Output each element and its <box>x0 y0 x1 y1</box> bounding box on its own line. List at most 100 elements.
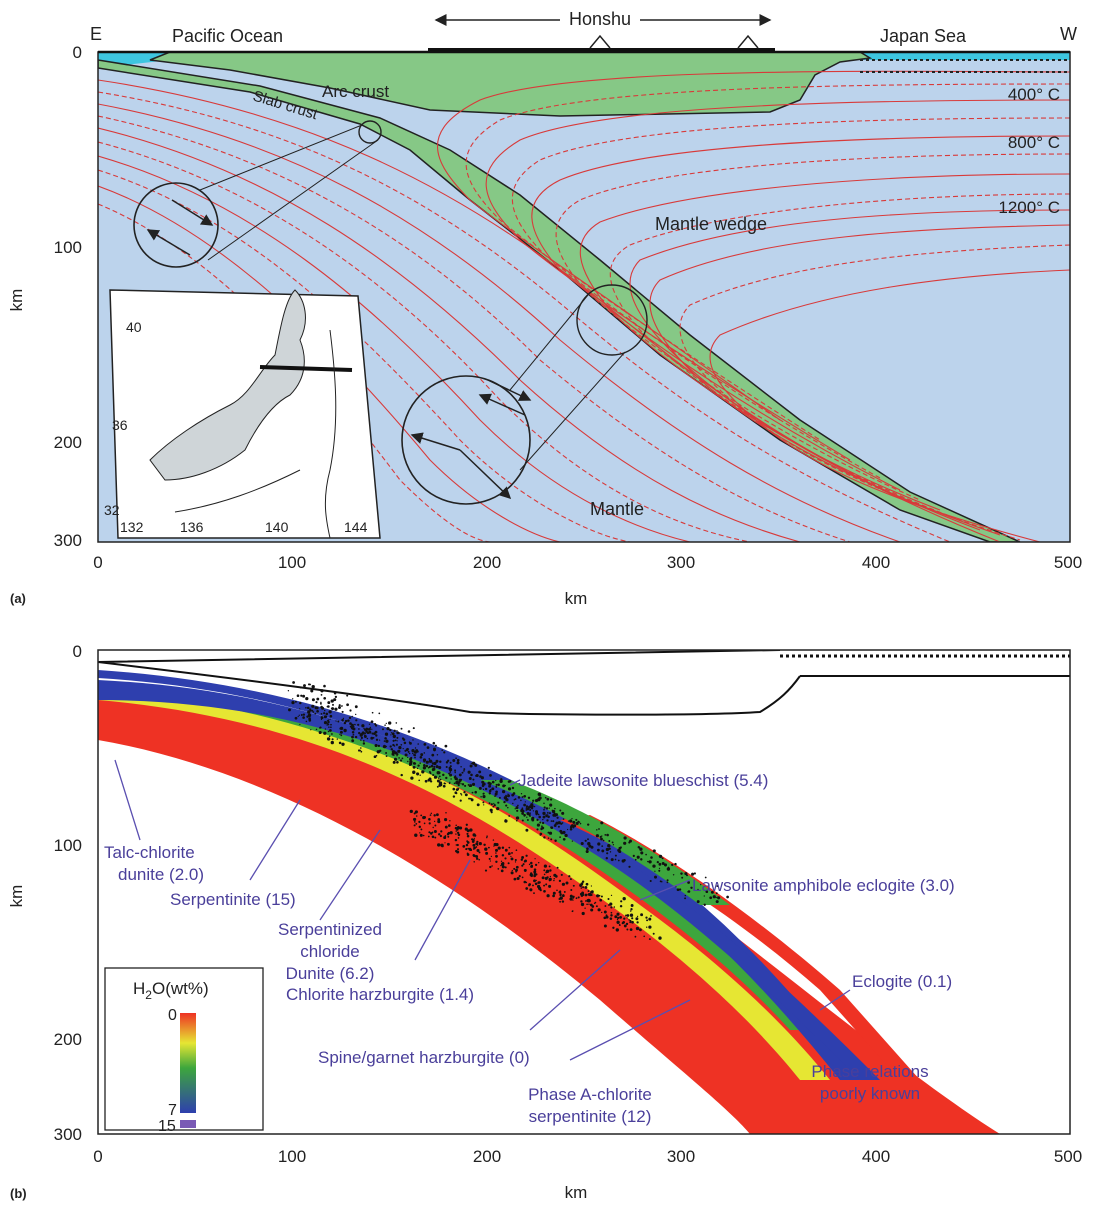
y-axis-label: km <box>7 289 26 312</box>
scatter-point <box>684 894 687 897</box>
scatter-point <box>362 742 366 745</box>
scatter-point <box>331 738 334 741</box>
scatter-point <box>385 752 388 754</box>
talc-label: Talc-chlorite dunite (2.0) <box>104 843 204 884</box>
scatter-point <box>680 872 683 875</box>
scatter-point <box>548 884 552 888</box>
scatter-point <box>430 760 433 763</box>
scatter-point <box>587 842 591 846</box>
scatter-point <box>499 779 503 783</box>
scatter-point <box>537 881 540 884</box>
scatter-point <box>432 773 435 777</box>
inset-map <box>109 289 381 539</box>
scatter-point <box>495 852 497 854</box>
scatter-point <box>532 801 534 804</box>
scatter-point <box>455 844 458 846</box>
scatter-point <box>715 900 719 904</box>
scatter-point <box>495 843 499 847</box>
scatter-point <box>616 918 619 921</box>
scatter-point <box>623 924 627 928</box>
scatter-point <box>571 817 573 820</box>
scatter-point <box>580 902 585 907</box>
scatter-point <box>388 721 392 725</box>
scatter-point <box>629 928 633 931</box>
scatter-point <box>534 875 536 877</box>
scatter-point <box>496 806 500 811</box>
scatter-point <box>315 728 318 731</box>
scatter-point <box>311 685 315 689</box>
scatter-point <box>634 935 637 938</box>
scatter-point <box>687 881 690 884</box>
scatter-point <box>370 736 374 740</box>
scatter-point <box>526 819 529 821</box>
scatter-point <box>645 853 647 856</box>
scatter-point <box>678 888 682 891</box>
scatter-point <box>334 695 338 699</box>
scatter-point <box>507 787 512 791</box>
scatter-point <box>636 855 640 859</box>
shear-arrow <box>478 393 526 416</box>
scatter-point <box>418 825 422 829</box>
scatter-point <box>407 760 409 763</box>
scatter-point <box>609 902 612 905</box>
scatter-point <box>543 806 546 809</box>
scatter-point <box>310 689 314 693</box>
scatter-point <box>540 827 543 829</box>
scatter-point <box>520 793 523 795</box>
scatter-point <box>438 765 442 770</box>
scatter-point <box>335 720 337 722</box>
scatter-point <box>432 826 434 829</box>
mantle-wedge-label: Mantle wedge <box>655 214 767 234</box>
scatter-point <box>687 890 691 893</box>
scatter-point <box>400 727 403 730</box>
scatter-point <box>495 848 498 852</box>
scatter-point <box>605 914 608 917</box>
scatter-point <box>569 897 573 901</box>
scatter-point <box>363 727 365 730</box>
y-tick: 100 <box>54 836 82 855</box>
scatter-point <box>346 703 349 707</box>
scatter-point <box>486 836 488 839</box>
scatter-point <box>428 831 431 834</box>
scatter-point <box>416 767 419 770</box>
scatter-point <box>534 863 538 867</box>
scatter-point <box>325 712 329 716</box>
scatter-point <box>516 809 519 812</box>
scatter-point <box>339 730 343 734</box>
scatter-point <box>513 877 517 881</box>
scatter-point <box>396 736 399 739</box>
scatter-point <box>412 752 414 755</box>
scatter-point <box>371 711 374 714</box>
scatter-point <box>533 879 536 883</box>
scatter-point <box>468 777 472 780</box>
scatter-point <box>334 707 338 711</box>
scatter-point <box>609 851 612 853</box>
scatter-point <box>594 901 597 904</box>
scatter-point <box>504 819 508 823</box>
scatter-point <box>300 714 303 716</box>
scatter-point <box>406 747 409 751</box>
scatter-point <box>488 789 492 793</box>
legend-tick: 0 <box>168 1007 177 1024</box>
scatter-point <box>528 813 531 817</box>
scatter-point <box>403 741 407 745</box>
scatter-point <box>417 743 419 745</box>
scatter-point <box>535 879 537 882</box>
scatter-point <box>526 816 528 818</box>
scatter-point <box>374 730 378 734</box>
shear-arrow <box>459 449 512 500</box>
scatter-point <box>329 718 331 721</box>
scatter-point <box>705 890 709 894</box>
scatter-point <box>465 843 469 847</box>
scatter-point <box>630 904 634 907</box>
scatter-point <box>617 859 620 862</box>
scatter-point <box>433 830 437 833</box>
x-tick: 200 <box>473 1147 501 1166</box>
scatter-point <box>391 732 395 736</box>
scatter-point <box>469 848 473 852</box>
scatter-point <box>658 854 663 859</box>
scatter-point <box>508 815 511 817</box>
scatter-point <box>367 728 371 731</box>
scatter-point <box>430 764 434 768</box>
scatter-point <box>505 804 508 807</box>
